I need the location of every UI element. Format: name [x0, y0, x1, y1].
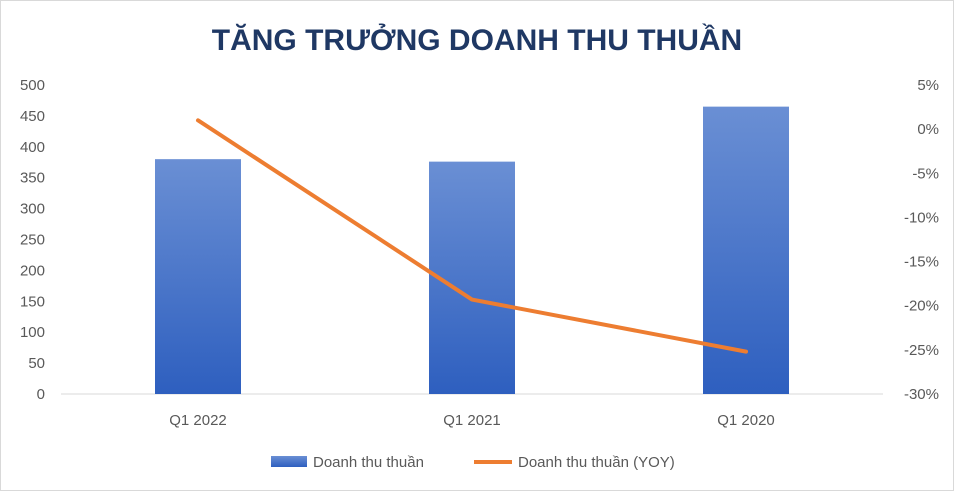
right-tick-label: -15%	[904, 254, 939, 271]
bar-series	[155, 107, 789, 394]
left-tick-label: 100	[20, 324, 45, 341]
x-axis-labels: Q1 2022 Q1 2021 Q1 2020	[169, 412, 775, 429]
x-tick-label: Q1 2022	[169, 412, 227, 429]
left-tick-label: 150	[20, 293, 45, 310]
right-tick-label: -20%	[904, 298, 939, 315]
left-tick-label: 500	[20, 77, 45, 94]
left-tick-label: 400	[20, 139, 45, 156]
x-tick-label: Q1 2020	[717, 412, 775, 429]
legend-swatch-bar	[271, 456, 307, 467]
right-tick-label: 5%	[917, 77, 939, 94]
right-tick-label: -5%	[912, 165, 939, 182]
right-tick-label: -10%	[904, 209, 939, 226]
legend-label-line: Doanh thu thuần (YOY)	[518, 454, 675, 471]
chart-title: TĂNG TRƯỞNG DOANH THU THUẦN	[212, 23, 742, 57]
legend-label-bar: Doanh thu thuần	[313, 454, 424, 471]
left-tick-label: 0	[37, 386, 45, 403]
left-axis: 0 50 100 150 200 250 300 350 400 450 500	[20, 77, 45, 403]
right-tick-label: 0%	[917, 121, 939, 138]
left-tick-label: 250	[20, 232, 45, 249]
left-tick-label: 450	[20, 108, 45, 125]
bar	[155, 159, 241, 394]
right-axis: -30% -25% -20% -15% -10% -5% 0% 5%	[904, 77, 939, 403]
right-tick-label: -30%	[904, 386, 939, 403]
right-tick-label: -25%	[904, 342, 939, 359]
x-tick-label: Q1 2021	[443, 412, 501, 429]
left-tick-label: 300	[20, 201, 45, 218]
left-tick-label: 50	[28, 355, 45, 372]
left-tick-label: 350	[20, 170, 45, 187]
legend: Doanh thu thuần Doanh thu thuần (YOY)	[271, 454, 675, 471]
left-tick-label: 200	[20, 262, 45, 279]
